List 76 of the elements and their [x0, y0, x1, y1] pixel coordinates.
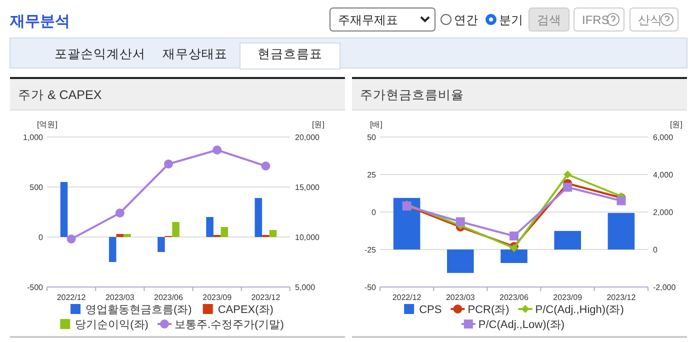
text: 재무분석	[9, 13, 70, 30]
y2-tick-label: 5,000	[295, 283, 316, 292]
legend-label: CPS	[419, 304, 442, 316]
point	[616, 196, 626, 206]
y-axis-title: [배]	[370, 120, 382, 129]
x-tick-label: 2023/09	[202, 293, 232, 302]
y2-tick-label: 10,000	[295, 233, 320, 242]
x-tick-label: 2023/06	[154, 293, 184, 302]
y-tick-label: -25	[364, 246, 377, 254]
x-tick-label: 2023/12	[251, 293, 281, 302]
text: 연간	[454, 13, 478, 27]
y2-tick-label: 0	[653, 246, 658, 254]
y2-tick-label: 6,000	[653, 133, 674, 142]
bar	[60, 182, 68, 237]
chart-title: 주가 & CAPEX	[18, 88, 102, 102]
bar	[608, 212, 635, 250]
y-tick-label: 25	[367, 170, 377, 180]
y2-axis-title: [원]	[312, 120, 324, 129]
x-tick-label: 2023/09	[553, 293, 583, 302]
x-tick-label: 2023/06	[500, 293, 530, 302]
y2-axis-title: [원]	[670, 120, 682, 129]
text: 재무상태표	[162, 47, 228, 61]
bar	[554, 230, 581, 250]
bar	[206, 217, 214, 237]
y2-tick-label: 2,000	[653, 208, 674, 217]
point	[564, 170, 572, 178]
bar	[124, 234, 131, 237]
y2-tick-label: 20,000	[295, 133, 320, 142]
point	[456, 217, 465, 226]
legend-label: 영업활동현금흐름(좌)	[86, 304, 192, 316]
bar	[500, 250, 528, 263]
point	[212, 146, 222, 154]
bar	[393, 198, 420, 250]
point	[66, 234, 76, 244]
x-tick-label: 2022/12	[392, 293, 422, 302]
point	[115, 208, 124, 218]
x-tick-label: 2023/03	[446, 293, 476, 302]
bar	[220, 227, 228, 237]
x-tick-label: 2023/12	[606, 293, 636, 302]
y-axis-title: [억원]	[37, 120, 58, 129]
y-tick-label: 50	[367, 133, 377, 142]
legend-label: 당기순이익(좌)	[75, 319, 148, 331]
bar	[447, 250, 474, 273]
bar	[172, 222, 180, 237]
y-tick-label: -500	[26, 283, 44, 292]
text: 산식	[638, 13, 662, 27]
y-tick-label: 0	[372, 208, 377, 217]
legend-label: P/C(Adj.,Low)(좌)	[478, 319, 565, 331]
text: 분기	[499, 13, 523, 27]
legend-label: PCR(좌)	[468, 304, 510, 316]
text: 현금흐름표	[258, 47, 322, 61]
chart-title: 주가현금흐름비율	[360, 88, 464, 102]
x-tick-label: 2023/03	[105, 293, 135, 302]
point	[261, 162, 270, 170]
y2-tick-label: 15,000	[295, 183, 320, 192]
legend-label: P/C(Adj.,High)(좌)	[535, 304, 624, 316]
bar	[108, 237, 116, 262]
y-tick-label: 1,000	[22, 133, 44, 142]
bar	[158, 237, 165, 252]
legend-label: CAPEX(좌)	[218, 304, 274, 316]
y2-tick-label: 4,000	[653, 170, 674, 180]
text: 검색	[537, 13, 561, 27]
legend-label: 보통주.수정주가(기말)	[174, 319, 284, 331]
text: 주재무제표	[338, 13, 398, 27]
y-tick-label: 500	[30, 183, 44, 192]
y-tick-label: 0	[38, 233, 44, 242]
point	[563, 182, 572, 192]
y-tick-label: -50	[364, 283, 377, 292]
point	[164, 160, 173, 168]
x-tick-label: 2022/12	[56, 293, 86, 302]
y2-tick-label: -2,000	[653, 283, 676, 292]
bar	[116, 234, 124, 237]
bar	[254, 198, 262, 237]
text: 포괄손익계산서	[54, 47, 146, 61]
point	[510, 232, 518, 240]
bar	[269, 230, 277, 237]
